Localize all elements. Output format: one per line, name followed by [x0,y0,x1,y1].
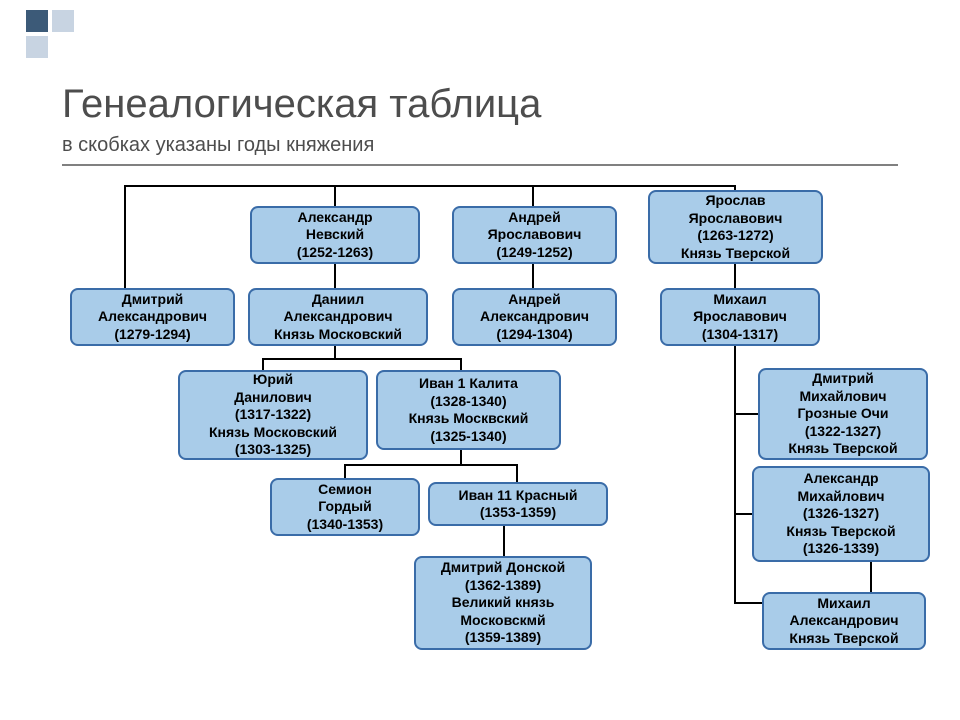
node-line: Андрей [458,209,611,227]
node-line: Московскмй [420,612,586,630]
node-line: Михаил [666,291,814,309]
node-line: Александрович [254,308,422,326]
node-line: Князь Тверской [768,630,920,648]
node-line: Гордый [276,498,414,516]
tree-edge [124,185,126,288]
tree-node-dmitry_mikh: ДмитрийМихайловичГрозные Очи(1322-1327)К… [758,368,928,460]
node-line: Иван 1 Калита [382,375,555,393]
tree-node-ivan2: Иван 11 Красный(1353-1359) [428,482,608,526]
node-line: (1304-1317) [666,326,814,344]
node-line: (1353-1359) [434,504,602,522]
node-line: Грозные Очи [764,405,922,423]
node-line: (1325-1340) [382,428,555,446]
node-line: (1326-1327) [758,505,924,523]
tree-edge [334,185,336,206]
tree-node-alex_mikh: АлександрМихайлович(1326-1327)Князь Твер… [752,466,930,562]
tree-edge [734,264,736,288]
node-line: Данилович [184,389,362,407]
node-line: Александр [758,470,924,488]
title-separator [62,164,898,166]
node-line: Иван 11 Красный [434,487,602,505]
node-line: (1317-1322) [184,406,362,424]
deco-square [26,10,48,32]
tree-edge [503,526,505,556]
deco-square [26,36,48,58]
node-line: (1359-1389) [420,629,586,647]
tree-edge [734,602,762,604]
node-line: (1303-1325) [184,441,362,459]
node-line: Александр [256,209,414,227]
node-line: Князь Москвский [382,410,555,428]
tree-edge [460,358,462,370]
node-line: Михаил [768,595,920,613]
tree-edge [734,513,752,515]
tree-edge [344,464,518,466]
tree-node-yuri_dan: ЮрийДанилович(1317-1322)Князь Московский… [178,370,368,460]
tree-edge [334,264,336,288]
node-line: Князь Московский [184,424,362,442]
tree-node-dmitry_alex: ДмитрийАлександрович(1279-1294) [70,288,235,346]
node-line: (1252-1263) [256,244,414,262]
node-line: Юрий [184,371,362,389]
tree-edge [124,185,736,187]
tree-node-andrey_yar: АндрейЯрославович(1249-1252) [452,206,617,264]
node-line: (1249-1252) [458,244,611,262]
node-line: Андрей [458,291,611,309]
node-line: Невский [256,226,414,244]
node-line: Князь Тверской [654,245,817,263]
tree-node-yaroslav_yar: ЯрославЯрославович(1263-1272)Князь Тверс… [648,190,823,264]
node-line: Михайлович [758,488,924,506]
page-subtitle: в скобках указаны годы княжения [62,134,374,157]
node-line: Михайлович [764,388,922,406]
node-line: (1279-1294) [76,326,229,344]
node-line: Ярославович [654,210,817,228]
node-line: Ярославович [666,308,814,326]
tree-node-semion: СемионГордый(1340-1353) [270,478,420,536]
tree-node-mikhail_yar: МихаилЯрославович(1304-1317) [660,288,820,346]
node-line: Дмитрий [764,370,922,388]
node-line: Дмитрий Донской [420,559,586,577]
node-line: Князь Тверской [758,523,924,541]
node-line: Александрович [768,612,920,630]
tree-node-mikhail_alex: МихаилАлександровичКнязь Тверской [762,592,926,650]
node-line: (1362-1389) [420,577,586,595]
node-line: Великий князь [420,594,586,612]
node-line: Ярослав [654,192,817,210]
node-line: Князь Тверской [764,440,922,458]
tree-edge [262,358,264,370]
deco-square [52,10,74,32]
page-title: Генеалогическая таблица [62,82,541,127]
node-line: Князь Московский [254,326,422,344]
node-line: Семион [276,481,414,499]
node-line: Дмитрий [76,291,229,309]
node-line: Александрович [458,308,611,326]
node-line: (1328-1340) [382,393,555,411]
tree-node-daniil_alex: ДаниилАлександровичКнязь Московский [248,288,428,346]
tree-edge [734,346,736,604]
tree-node-dmitry_donskoy: Дмитрий Донской(1362-1389)Великий князьМ… [414,556,592,650]
tree-edge [516,464,518,482]
tree-edge [262,358,462,360]
tree-node-alex_nevsky: АлександрНевский(1252-1263) [250,206,420,264]
tree-edge [870,562,872,592]
tree-edge [344,464,346,478]
tree-edge [532,185,534,208]
node-line: (1326-1339) [758,540,924,558]
tree-edge [532,264,534,288]
tree-node-andrey_alex: АндрейАлександрович(1294-1304) [452,288,617,346]
node-line: (1322-1327) [764,423,922,441]
tree-edge [734,413,758,415]
node-line: Александрович [76,308,229,326]
node-line: Ярославович [458,226,611,244]
node-line: (1263-1272) [654,227,817,245]
node-line: Даниил [254,291,422,309]
node-line: (1340-1353) [276,516,414,534]
node-line: (1294-1304) [458,326,611,344]
tree-node-ivan1: Иван 1 Калита(1328-1340)Князь Москвский(… [376,370,561,450]
